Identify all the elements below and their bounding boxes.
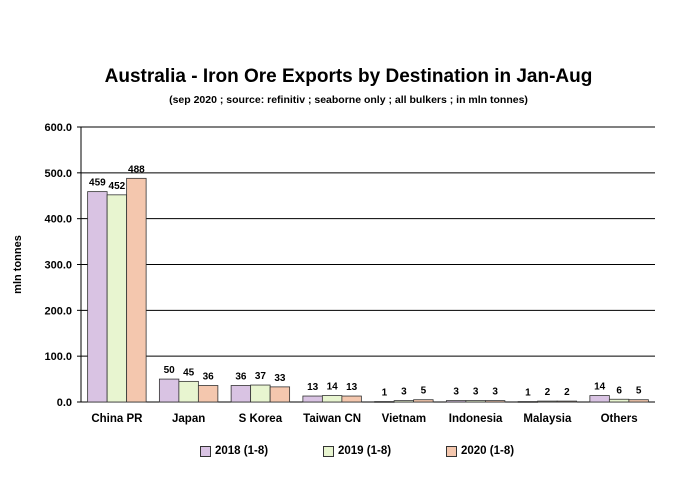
- legend-swatch-2020: [446, 445, 457, 457]
- x-tick-label: S Korea: [239, 413, 283, 425]
- legend-item-2020: 2020 (1-8): [446, 445, 514, 457]
- legend-label-2018: 2018 (1-8): [215, 445, 269, 457]
- data-label: 14: [594, 382, 606, 393]
- data-label: 2: [564, 387, 570, 398]
- bar-s-korea-2018-1-8: [230, 385, 252, 403]
- x-tick-label: Indonesia: [449, 413, 503, 425]
- data-label: 3: [453, 387, 459, 398]
- x-tick-label: Malaysia: [523, 413, 572, 425]
- legend-swatch-2018: [200, 445, 211, 457]
- bar-vietnam-2018-1-8: [374, 401, 395, 403]
- x-tick-label: Others: [601, 413, 638, 425]
- y-tick-label: 200.0: [44, 305, 72, 317]
- y-tick-label: 500.0: [44, 168, 72, 180]
- data-label: 5: [636, 386, 642, 397]
- bar-chart: 0.0 100.0 200.0 300.0 400.0 500.0 600.0 mln ton…: [12, 122, 655, 425]
- bar-china-pr-2019-1-8: [106, 194, 128, 403]
- y-axis-label: mln tonnes: [12, 235, 24, 294]
- x-tick-label: Taiwan CN: [303, 413, 361, 425]
- data-label: 1: [525, 388, 531, 399]
- bar-indonesia-2019-1-8: [465, 400, 486, 403]
- y-tick-label: 100.0: [44, 351, 72, 363]
- bar-china-pr-2018-1-8: [87, 191, 108, 403]
- data-label: 488: [128, 164, 145, 175]
- bar-china-pr-2020-1-8: [126, 177, 147, 403]
- bar-indonesia-2020-1-8: [484, 400, 506, 403]
- data-label: 2: [545, 387, 551, 398]
- bar-malaysia-2020-1-8: [556, 400, 578, 403]
- data-label: 36: [235, 372, 247, 383]
- bar-vietnam-2019-1-8: [393, 400, 415, 403]
- bar-taiwan-cn-2019-1-8: [321, 395, 343, 403]
- data-label: 1: [382, 388, 388, 399]
- x-tick-label: Japan: [172, 413, 205, 425]
- data-label: 6: [616, 385, 622, 396]
- bar-taiwan-cn-2018-1-8: [302, 395, 323, 403]
- data-label: 50: [164, 365, 176, 376]
- bar-malaysia-2018-1-8: [517, 401, 539, 403]
- legend-label-2020: 2020 (1-8): [461, 445, 515, 457]
- legend-item-2019: 2019 (1-8): [323, 445, 391, 457]
- chart-legend: 2018 (1-8) 2019 (1-8) 2020 (1-8): [0, 445, 697, 465]
- bar-s-korea-2019-1-8: [250, 384, 271, 403]
- bar-vietnam-2020-1-8: [413, 399, 434, 403]
- data-label: 3: [473, 387, 479, 398]
- y-tick-label: 600.0: [44, 122, 72, 134]
- x-tick-label: Vietnam: [382, 413, 427, 425]
- bar-taiwan-cn-2020-1-8: [341, 395, 362, 403]
- y-tick-label: 300.0: [44, 260, 72, 272]
- data-label: 14: [327, 382, 339, 393]
- data-label: 45: [183, 367, 195, 378]
- bar-s-korea-2020-1-8: [269, 386, 291, 403]
- bar-japan-2020-1-8: [197, 385, 219, 403]
- bar-indonesia-2018-1-8: [445, 400, 467, 403]
- chart-title: Australia - Iron Ore Exports by Destinat…: [104, 66, 593, 87]
- bar-japan-2018-1-8: [158, 378, 180, 403]
- bar-others-2019-1-8: [608, 398, 630, 403]
- data-label: 452: [109, 181, 126, 192]
- data-label: 3: [492, 387, 498, 398]
- data-label: 36: [203, 372, 215, 383]
- legend-item-2018: 2018 (1-8): [200, 445, 268, 457]
- y-tick-label: 400.0: [44, 214, 72, 226]
- legend-label-2019: 2019 (1-8): [338, 445, 392, 457]
- x-tick-label: China PR: [91, 413, 143, 425]
- legend-swatch-2019: [323, 445, 334, 457]
- data-label: 33: [274, 373, 286, 384]
- data-label: 3: [401, 387, 407, 398]
- bar-japan-2019-1-8: [178, 380, 199, 403]
- data-label: 13: [346, 382, 358, 393]
- bar-others-2020-1-8: [628, 399, 649, 403]
- data-label: 5: [421, 386, 427, 397]
- y-tick-label: 0.0: [57, 397, 72, 409]
- data-label: 459: [89, 178, 106, 189]
- chart-subtitle: (sep 2020 ; source: refinitiv ; seaborne…: [169, 94, 528, 106]
- bar-others-2018-1-8: [589, 395, 610, 403]
- data-label: 13: [307, 382, 319, 393]
- data-label: 37: [255, 371, 267, 382]
- bar-malaysia-2019-1-8: [537, 400, 558, 403]
